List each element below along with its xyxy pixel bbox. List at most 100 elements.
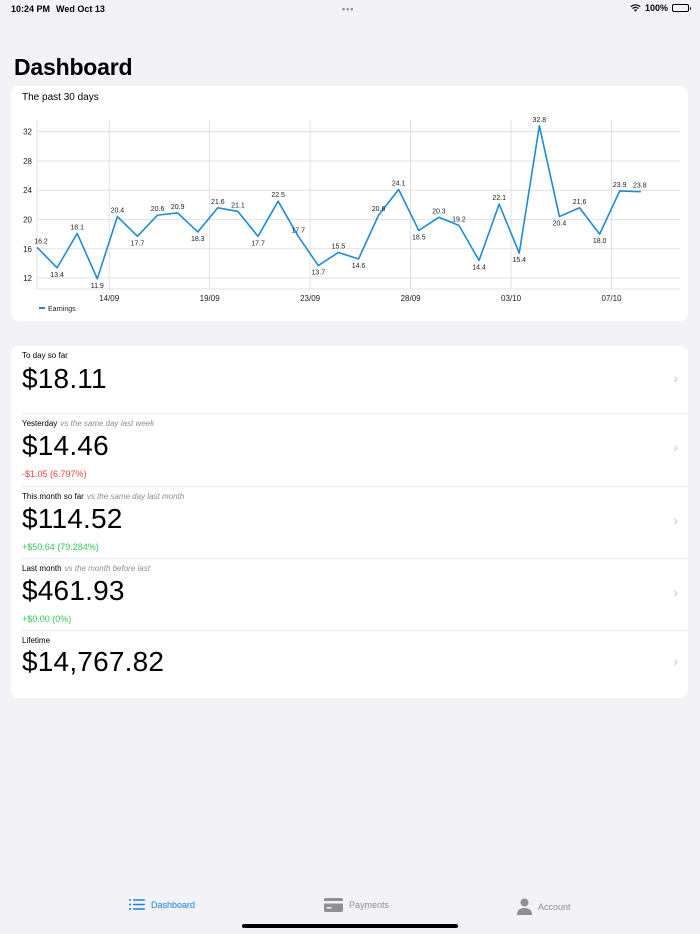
stats-card: To day so far $18.11 › Yesterday vs the s…: [11, 346, 688, 698]
stat-label-text: Yesterday: [22, 419, 58, 428]
stat-label-sub: vs the same day last week: [60, 419, 155, 428]
data-label: 23.9: [613, 182, 627, 189]
y-tick-label: 20: [23, 215, 32, 224]
chevron-right-icon: ›: [673, 653, 678, 669]
data-label: 21.6: [211, 199, 225, 206]
tab-label: Dashboard: [151, 899, 196, 910]
stat-label: This month so far vs the same day last mo…: [22, 492, 184, 501]
data-label: 17.7: [251, 240, 265, 247]
data-label: 14.6: [352, 263, 366, 270]
x-tick-label: 23/09: [300, 294, 321, 303]
status-time: 10:24 PM: [11, 4, 51, 14]
tab-payments[interactable]: Payments: [324, 898, 389, 912]
person-icon: [517, 898, 532, 915]
stat-label-text: To day so far: [22, 351, 68, 360]
stat-row-today[interactable]: To day so far $18.11 ›: [11, 346, 688, 413]
tab-label: Payments: [349, 900, 390, 910]
stat-value: $18.11: [22, 363, 107, 394]
list-icon: [129, 899, 145, 910]
earnings-series-line: [36, 125, 641, 280]
earnings-chart-card: The past 30 days 12 16 20 24 28 32 14/09 19/09 2…: [11, 86, 688, 321]
stat-value: $461.93: [22, 575, 125, 606]
stat-label: To day so far: [22, 351, 71, 360]
tab-dashboard[interactable]: Dashboard: [129, 898, 195, 911]
legend-swatch: [39, 307, 45, 309]
data-label: 11.9: [91, 283, 104, 290]
battery-icon: [672, 4, 691, 12]
stat-label-text: Last month: [22, 564, 62, 573]
data-label: 22.5: [271, 192, 285, 199]
divider: [22, 413, 688, 414]
x-tick-label: 19/09: [200, 294, 221, 303]
tab-label: Account: [538, 901, 571, 912]
x-tick-label: 14/09: [99, 294, 120, 303]
data-label: 20.4: [553, 221, 567, 228]
stat-label: Last month vs the month before last: [22, 564, 150, 573]
stat-label-text: Lifetime: [22, 636, 51, 645]
status-date: Wed Oct 13: [56, 4, 105, 14]
data-label: 22.1: [492, 195, 506, 202]
data-label: 19.2: [452, 216, 466, 223]
tab-bar: Dashboard Payments Account: [0, 890, 700, 934]
chevron-right-icon: ›: [673, 370, 678, 386]
earnings-line-chart: 12 16 20 24 28 32 14/09 19/09 23/09 28/09 03/10 07/…: [23, 117, 680, 313]
data-label: 24.1: [392, 181, 406, 188]
data-label: 17.7: [291, 227, 305, 234]
chevron-right-icon: ›: [673, 512, 678, 528]
y-tick-label: 28: [23, 157, 32, 166]
stat-label-sub: vs the same day last month: [86, 492, 185, 501]
data-label: 20.4: [111, 208, 125, 215]
tab-account[interactable]: Account: [517, 898, 571, 915]
data-label: 13.4: [50, 272, 64, 279]
data-label: 20.6: [372, 206, 386, 213]
stat-row-yesterday[interactable]: Yesterday vs the same day last week $14.4…: [11, 414, 688, 486]
y-tick-label: 32: [23, 128, 32, 137]
wifi-icon: [630, 4, 641, 12]
chevron-right-icon: ›: [673, 584, 678, 600]
data-label: 17.7: [131, 240, 145, 247]
stat-change: +$0.00 (0%): [22, 614, 72, 624]
y-tick-label: 24: [23, 186, 32, 195]
data-label: 20.6: [151, 206, 165, 213]
x-tick-label: 03/10: [501, 294, 522, 303]
chevron-right-icon: ›: [673, 439, 678, 455]
stat-label: Lifetime: [22, 636, 53, 645]
chart-caption: The past 30 days: [22, 92, 99, 103]
data-label: 18.0: [593, 238, 607, 245]
data-label: 32.8: [533, 117, 547, 124]
data-label: 16.2: [34, 238, 48, 245]
data-label: 23.8: [633, 183, 647, 190]
data-label: 21.1: [231, 202, 245, 209]
data-label: 14.4: [472, 264, 486, 271]
battery-percent: 100%: [644, 3, 668, 13]
page-title: Dashboard: [14, 54, 133, 80]
data-label: 18.5: [412, 234, 426, 241]
divider: [22, 630, 688, 631]
y-tick-label: 16: [23, 245, 32, 254]
stat-row-lifetime[interactable]: Lifetime $14,767.82 ›: [11, 631, 688, 698]
data-label: 15.5: [332, 243, 346, 250]
data-label: 15.4: [512, 257, 526, 264]
stat-row-this-month[interactable]: This month so far vs the same day last mo…: [11, 487, 688, 558]
home-indicator: [242, 924, 458, 928]
data-label: 18.3: [191, 236, 205, 243]
legend-label: Earnings: [48, 306, 76, 313]
stat-row-last-month[interactable]: Last month vs the month before last $461.…: [11, 559, 688, 630]
stat-label-sub: vs the month before last: [64, 564, 150, 573]
stat-label: Yesterday vs the same day last week: [22, 419, 154, 428]
stat-value: $114.52: [22, 503, 123, 534]
data-label: 13.7: [312, 270, 326, 277]
divider: [22, 558, 688, 559]
stat-change: -$1.05 (6.797%): [22, 469, 87, 479]
y-tick-label: 12: [23, 274, 32, 283]
divider: [22, 486, 688, 487]
stat-value: $14.46: [22, 430, 109, 461]
status-right: 100%: [630, 3, 691, 13]
stat-value: $14,767.82: [22, 646, 165, 677]
data-label: 18.1: [70, 224, 84, 231]
x-tick-label: 07/10: [602, 294, 623, 303]
data-label: 20.9: [171, 204, 185, 211]
multitasking-dots-icon[interactable]: •••: [342, 4, 355, 14]
stat-change: +$50.64 (79.284%): [22, 542, 99, 552]
stat-label-text: This month so far: [22, 492, 84, 501]
